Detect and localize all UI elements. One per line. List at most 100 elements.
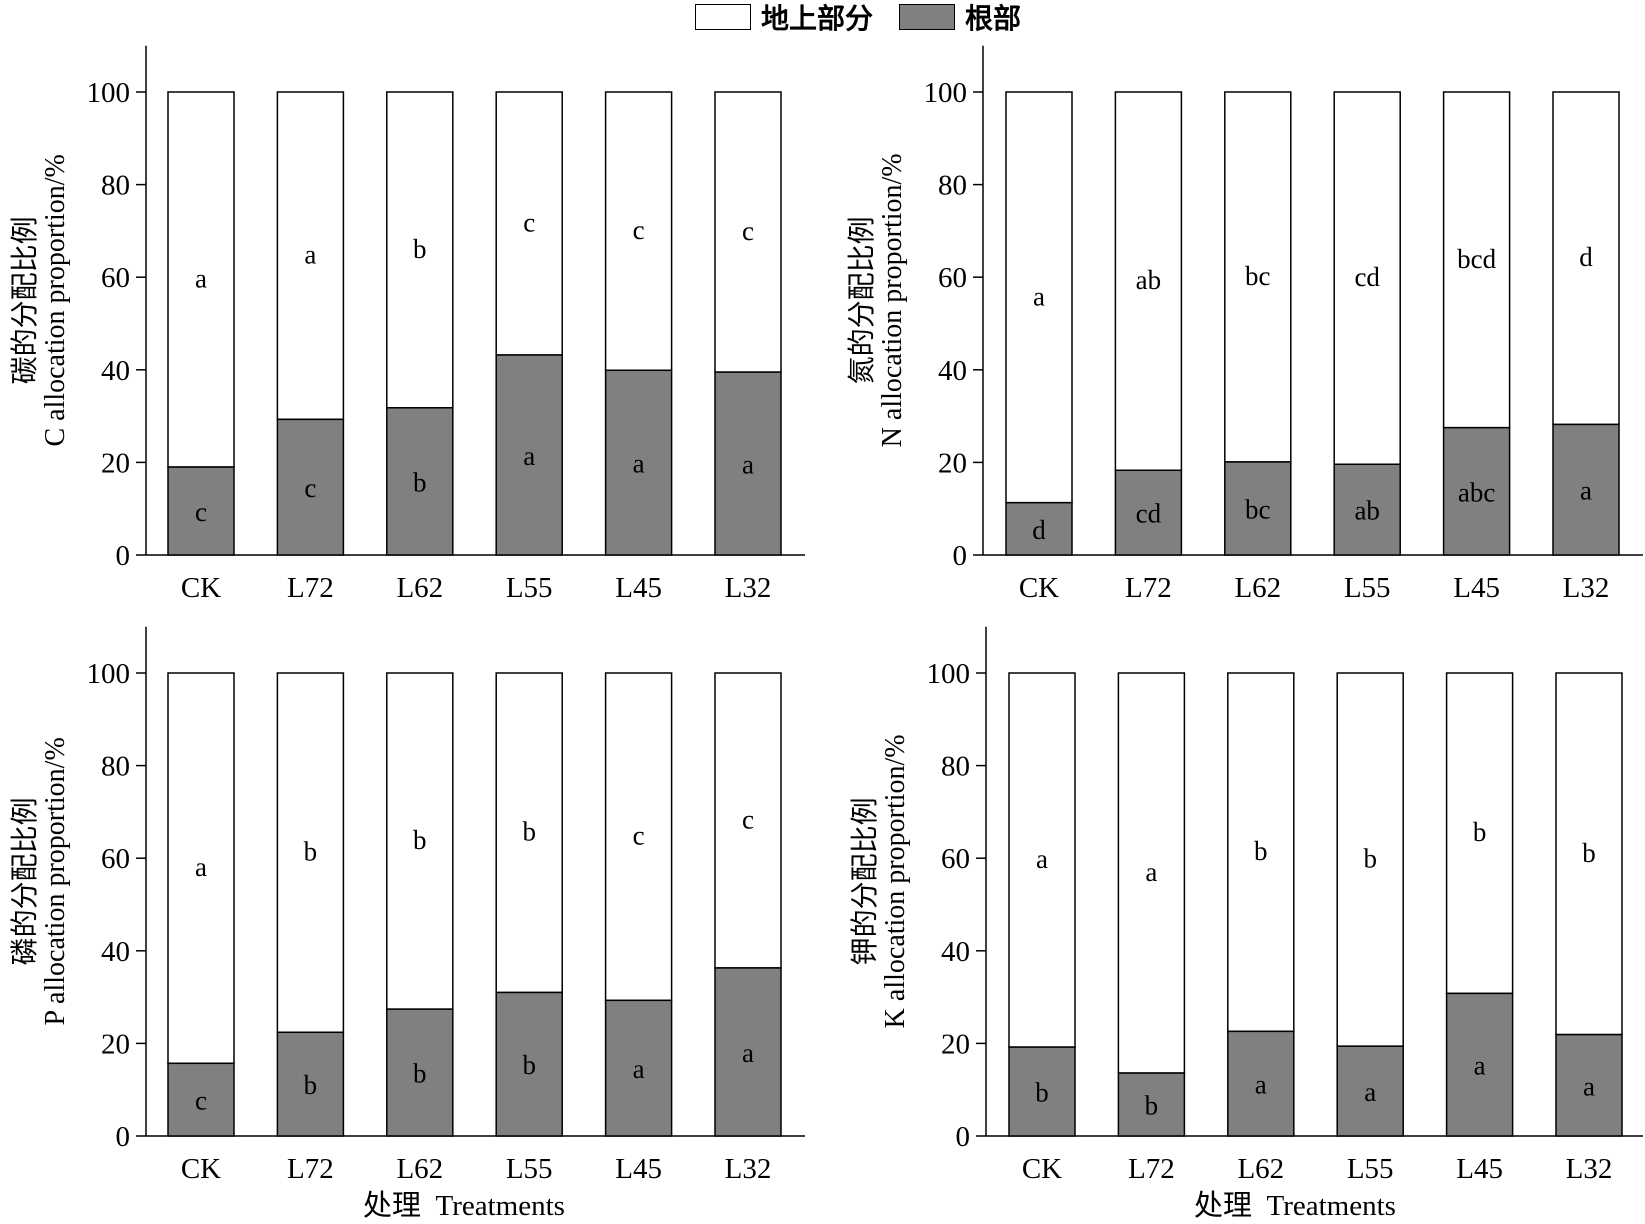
bar-root [1114,469,1183,556]
bar-root-letter: c [304,473,316,503]
x-axis-title-cn: 处理 [1194,1188,1253,1222]
x-tick-label: L32 [725,572,772,604]
bar-root [1336,1045,1404,1137]
bar-aboveground [1442,91,1511,429]
x-tick-label: L32 [1566,1153,1613,1185]
x-tick-label: L55 [506,572,553,604]
bar-root [495,354,563,556]
bar-root-letter: a [742,450,754,480]
bar-root-letter: abc [1458,477,1495,507]
bar-root [386,1008,454,1137]
bar-root-letter: d [1032,515,1046,545]
x-tick-label: L45 [1453,572,1500,604]
bar-aboveground-letter: c [633,821,645,851]
x-tick-label: L62 [396,1153,443,1185]
bar-aboveground [1224,91,1292,463]
bar-aboveground [167,672,235,1065]
bar-aboveground-letter: a [1145,857,1157,887]
bar-root-letter: a [1364,1077,1376,1107]
y-tick-label: 20 [101,447,130,479]
bar-aboveground-letter: b [304,837,318,867]
x-tick-label: L55 [1347,1153,1394,1185]
x-tick-label: L62 [396,572,443,604]
bar-aboveground [1227,672,1295,1033]
y-tick-label: 60 [101,262,130,294]
y-tick-label: 20 [941,1028,970,1060]
y-tick-label: 80 [941,751,970,783]
x-tick-label: L45 [615,572,662,604]
bar-root-letter: a [1580,476,1592,506]
x-tick-label: L72 [1128,1153,1175,1185]
bar-aboveground-letter: a [195,852,207,882]
y-axis-title-en: P allocation proportion/% [40,737,71,1025]
y-tick-label: 100 [87,77,131,109]
x-tick-label: L62 [1234,572,1281,604]
legend: 地上部分 根部 [695,0,1047,37]
y-tick-label: 60 [938,262,967,294]
bar-aboveground [495,91,563,356]
bar-aboveground-letter: a [195,264,207,294]
x-tick-label: L55 [1344,572,1391,604]
bar-root-letter: b [413,1059,427,1089]
x-tick-label: L45 [615,1153,662,1185]
bar-root [1333,463,1401,556]
bar-root-letter: bc [1245,494,1271,524]
y-axis-title-cn: 氮的分配比例 [845,216,878,384]
bar-aboveground [714,672,782,969]
legend-label-aboveground: 地上部分 [761,2,874,35]
bar-aboveground-letter: b [1254,836,1268,866]
bar-aboveground-letter: b [1473,817,1487,847]
y-tick-label: 40 [938,355,967,387]
y-tick-label: 40 [101,355,130,387]
bar-aboveground [604,672,673,1002]
x-tick-label: L62 [1237,1153,1284,1185]
bar-aboveground-letter: b [413,825,427,855]
bar-root [714,967,782,1137]
y-tick-label: 20 [938,447,967,479]
x-tick-label: L45 [1456,1153,1503,1185]
y-tick-label: 80 [938,170,967,202]
y-tick-label: 0 [116,1121,131,1153]
y-tick-label: 100 [87,658,131,690]
bar-aboveground [386,91,454,409]
x-tick-label: CK [1019,572,1059,604]
bar-aboveground-letter: bcd [1457,244,1496,274]
x-tick-label: L72 [1125,572,1172,604]
legend-item-aboveground: 地上部分 [695,0,873,37]
y-axis-title-cn: 碳的分配比例 [8,216,41,384]
y-tick-label: 40 [941,936,970,968]
bar-aboveground [386,672,454,1010]
bar-root-letter: b [1145,1091,1159,1121]
bar-root [1552,423,1620,556]
bar-aboveground-letter: bc [1245,261,1271,291]
bar-aboveground [1336,672,1404,1047]
bar-aboveground [1114,91,1183,472]
bar-aboveground [495,672,563,994]
bar-aboveground [1555,672,1623,1036]
x-tick-label: CK [181,1153,221,1185]
x-tick-label: L72 [287,1153,334,1185]
legend-label-root: 根部 [965,2,1022,35]
bar-aboveground-letter: cd [1354,262,1380,292]
bar-root [604,999,673,1137]
y-tick-label: 100 [924,77,968,109]
x-tick-label: L32 [725,1153,772,1185]
x-axis-title-en: Treatments [435,1190,565,1222]
y-axis-title-cn: 磷的分配比例 [8,797,41,965]
x-axis-title-cn: 处理 [363,1188,422,1222]
bar-aboveground-letter: d [1579,242,1593,272]
bar-root [167,1062,235,1137]
bar-aboveground [1552,91,1620,426]
x-tick-label: CK [181,572,221,604]
bar-aboveground [167,91,235,468]
bar-root-letter: b [522,1050,536,1080]
bar-root-letter: ab [1354,496,1379,526]
bar-aboveground-letter: c [523,207,535,237]
y-tick-label: 0 [116,540,131,572]
y-axis-title-en: K allocation proportion/% [880,734,911,1028]
bar-aboveground-letter: a [1033,281,1045,311]
bar-aboveground-letter: a [1036,844,1048,874]
bar-root-letter: cd [1136,499,1162,529]
y-tick-label: 0 [956,1121,971,1153]
